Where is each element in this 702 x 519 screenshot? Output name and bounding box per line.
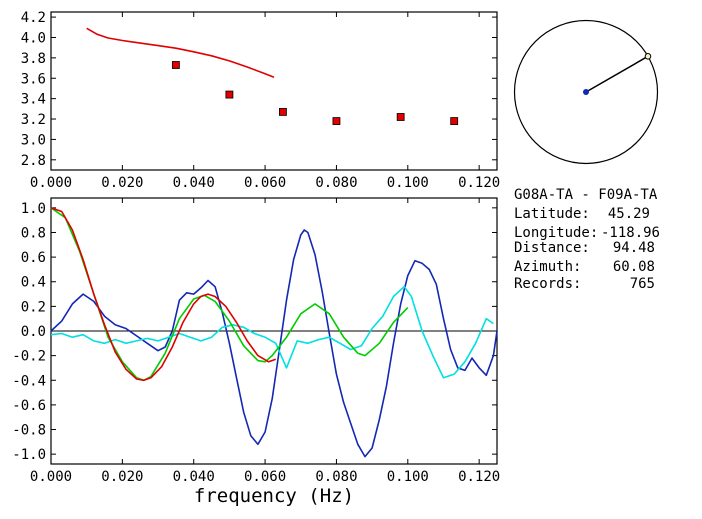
info-value-longitude: -118.96	[601, 225, 660, 241]
top-x-tick-label: 0.040	[173, 175, 215, 191]
top-y-tick-label: 3.0	[21, 132, 46, 148]
bottom-y-tick-label: 0.4	[21, 275, 46, 291]
bottom-y-tick-label: -1.0	[12, 447, 46, 463]
info-value-azimuth: 60.08	[613, 259, 655, 275]
top-data-point	[171, 61, 180, 69]
top-x-tick-label: 0.000	[30, 175, 72, 191]
info-label-azimuth: Azimuth:	[514, 259, 581, 275]
bottom-y-tick-label: -0.6	[12, 398, 46, 414]
bottom-series-line-3	[50, 207, 277, 382]
top-data-point	[450, 117, 459, 125]
station-pair: G08A-TA - F09A-TA	[514, 187, 658, 203]
top-y-tick-label: 4.0	[21, 30, 46, 46]
bottom-series-line-1	[50, 285, 494, 379]
bottom-y-tick-label: 0.8	[21, 225, 46, 241]
station-info: G08A-TA - F09A-TA Latitude: 45.29 Longit…	[514, 187, 660, 292]
bottom-x-tick-label: 0.120	[458, 469, 500, 485]
bottom-y-tick-label: -0.2	[12, 349, 46, 365]
station-center-marker	[583, 89, 589, 95]
info-label-records: Records:	[514, 276, 581, 292]
info-label-distance: Distance:	[514, 240, 590, 256]
x-axis-label: frequency (Hz)	[194, 485, 354, 507]
top-y-tick-label: 3.4	[21, 92, 46, 108]
correlation-plot-ticks: 0.000 0.020 0.040 0.060 0.080 0.100 0.120 1.0 0.…	[12, 198, 500, 485]
bottom-x-tick-label: 0.060	[244, 469, 286, 485]
bottom-y-tick-label: -0.4	[12, 373, 46, 389]
info-label-longitude: Longitude:	[514, 225, 598, 241]
top-data-point	[225, 90, 234, 99]
bottom-series-line-2	[50, 207, 409, 382]
azimuth-ray	[585, 55, 649, 93]
bottom-x-tick-label: 0.000	[30, 469, 72, 485]
top-x-tick-label: 0.020	[101, 175, 143, 191]
correlation-plot: 0.000 0.020 0.040 0.060 0.080 0.100 0.120 1.0 0.…	[12, 197, 500, 507]
azimuth-map	[513, 19, 659, 165]
bottom-y-tick-label: -0.8	[12, 423, 46, 439]
bottom-x-tick-label: 0.080	[315, 469, 357, 485]
bottom-x-tick-label: 0.020	[101, 469, 143, 485]
bottom-y-tick-label: 0.2	[21, 299, 46, 315]
correlation-plot-series	[50, 207, 498, 458]
top-series-line-0	[86, 27, 275, 78]
top-x-tick-label: 0.080	[315, 175, 357, 191]
top-y-tick-label: 3.2	[21, 112, 46, 128]
map-circle	[513, 19, 659, 165]
dispersion-plot-ticks: 0.000 0.020 0.040 0.060 0.080 0.100 0.120 2.8 3.…	[21, 10, 501, 191]
info-label-latitude: Latitude:	[514, 206, 590, 222]
dispersion-plot-series	[86, 27, 459, 125]
top-y-tick-label: 3.8	[21, 51, 46, 67]
bottom-series-line-0	[50, 229, 498, 458]
top-x-tick-label: 0.060	[244, 175, 286, 191]
bottom-y-tick-label: 0.6	[21, 250, 46, 266]
bottom-y-tick-label: 1.0	[21, 201, 46, 217]
top-data-point	[396, 113, 405, 121]
bottom-x-tick-label: 0.040	[173, 469, 215, 485]
top-y-tick-label: 2.8	[21, 153, 46, 169]
top-data-point	[332, 117, 341, 125]
info-value-records: 765	[630, 276, 655, 292]
top-y-tick-label: 4.2	[21, 10, 46, 26]
top-x-tick-label: 0.120	[458, 175, 500, 191]
top-y-tick-label: 3.6	[21, 71, 46, 87]
info-value-latitude: 45.29	[608, 206, 650, 222]
station-edge-marker	[644, 53, 652, 60]
dispersion-plot: 0.000 0.020 0.040 0.060 0.080 0.100 0.120 2.8 3.…	[21, 10, 501, 191]
top-x-tick-label: 0.100	[387, 175, 429, 191]
bottom-x-tick-label: 0.100	[387, 469, 429, 485]
bottom-y-tick-label: 0.0	[21, 324, 46, 340]
info-value-distance: 94.48	[613, 240, 655, 256]
dispersion-plot-frame	[50, 11, 498, 171]
top-data-point	[279, 107, 287, 116]
